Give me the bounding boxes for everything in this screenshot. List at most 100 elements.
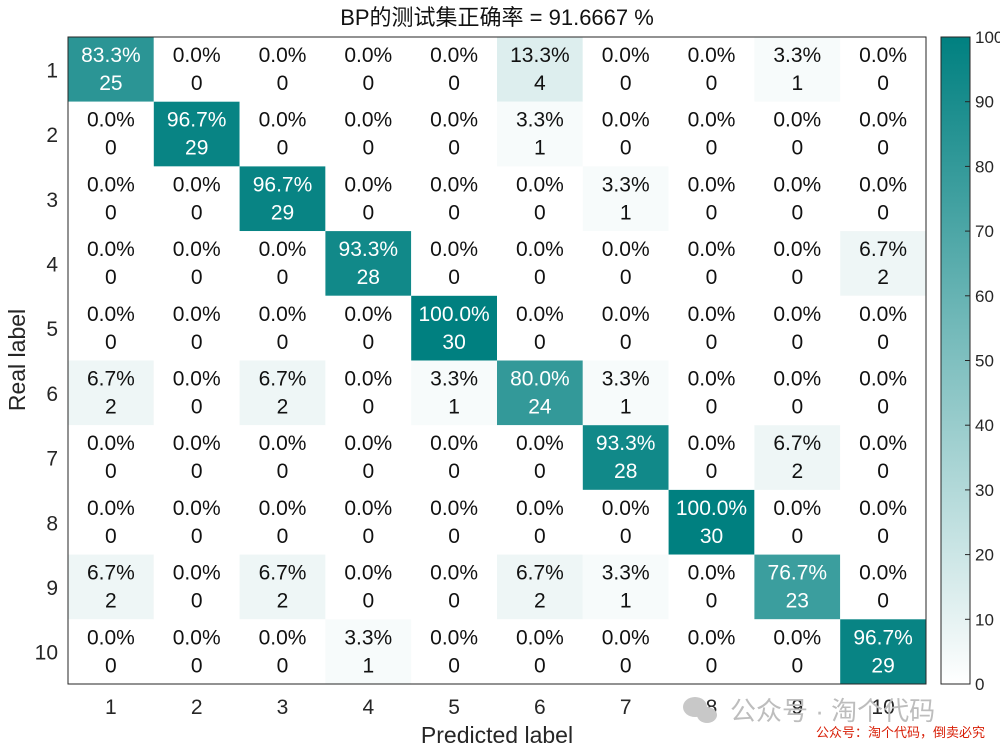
heatmap-cell (239, 619, 326, 684)
heatmap-cell (411, 231, 497, 296)
cell-count-label: 0 (362, 201, 374, 224)
heatmap-cell (668, 295, 755, 361)
cell-percent-label: 0.0% (430, 626, 478, 649)
heatmap-cell (582, 37, 669, 102)
heatmap-cell (325, 295, 412, 361)
x-tick-label: 9 (791, 696, 803, 719)
heatmap-cell (668, 101, 755, 167)
heatmap-cell (239, 166, 326, 232)
heatmap-cell (239, 425, 326, 490)
cell-count-label: 0 (620, 654, 632, 677)
cell-percent-label: 0.0% (259, 238, 307, 261)
cell-count-label: 1 (791, 72, 803, 95)
heatmap-cell (668, 554, 755, 620)
cell-percent-label: 0.0% (173, 626, 221, 649)
heatmap-cell (668, 166, 755, 232)
heatmap-cell (239, 360, 326, 426)
heatmap-cell (68, 231, 154, 296)
cell-percent-label: 0.0% (516, 432, 564, 455)
cell-percent-label: 0.0% (87, 238, 135, 261)
cell-count-label: 0 (534, 201, 546, 224)
cell-percent-label: 6.7% (259, 562, 307, 585)
cell-percent-label: 0.0% (430, 432, 478, 455)
cell-count-label: 25 (99, 72, 122, 95)
x-tick-label: 3 (277, 696, 289, 719)
heatmap-cell (411, 489, 497, 555)
cell-percent-label: 0.0% (688, 44, 736, 67)
heatmap-cell (840, 295, 926, 361)
cell-count-label: 0 (706, 460, 718, 483)
cell-percent-label: 0.0% (516, 238, 564, 261)
heatmap-cell (68, 37, 154, 102)
heatmap-cell (497, 619, 583, 684)
cell-count-label: 0 (448, 137, 460, 160)
x-tick-label: 2 (191, 696, 203, 719)
x-tick-labels: 1 2 3 4 5 6 7 8 9 10 (105, 696, 895, 719)
cell-percent-label: 0.0% (773, 109, 821, 132)
x-tick-label: 8 (706, 696, 718, 719)
cell-percent-label: 0.0% (859, 303, 907, 326)
heatmap-cell (325, 360, 412, 426)
cell-percent-label: 96.7% (853, 626, 913, 649)
cell-count-label: 0 (448, 590, 460, 613)
heatmap-cell (497, 37, 583, 102)
watermark-main-text: 公众号 · 淘个代码 (730, 696, 935, 726)
heatmap-cell (582, 101, 669, 167)
cell-percent-label: 3.3% (344, 626, 392, 649)
cell-count-label: 0 (706, 396, 718, 419)
cell-percent-label: 0.0% (259, 497, 307, 520)
heatmap-cell (754, 554, 841, 620)
cell-count-label: 0 (105, 331, 117, 354)
cell-percent-label: 3.3% (430, 368, 478, 391)
cell-count-label: 0 (362, 331, 374, 354)
heatmap-cell (754, 489, 841, 555)
cell-percent-label: 6.7% (87, 562, 135, 585)
colorbar-tick-label: 90 (975, 93, 994, 112)
cell-count-label: 0 (362, 72, 374, 95)
cell-percent-label: 0.0% (688, 303, 736, 326)
y-tick-label: 5 (46, 318, 58, 341)
heatmap-cell (153, 619, 240, 684)
chart-title: BP的测试集正确率 = 91.6667 % (340, 5, 654, 30)
heatmap-cell (582, 425, 669, 490)
heatmap-cell (325, 231, 412, 296)
cell-percent-label: 0.0% (516, 173, 564, 196)
cell-count-label: 0 (791, 331, 803, 354)
cell-percent-label: 0.0% (87, 173, 135, 196)
heatmap-cell (153, 295, 240, 361)
cell-percent-label: 0.0% (344, 562, 392, 585)
heatmap-cell (840, 489, 926, 555)
heatmap-cell (68, 619, 154, 684)
colorbar-ticks: 0 10 20 30 40 50 60 70 80 90 100 (965, 28, 1000, 694)
heatmap-cell (153, 37, 240, 102)
cell-count-label: 0 (362, 525, 374, 548)
cell-count-label: 0 (362, 396, 374, 419)
x-tick-label: 6 (534, 696, 546, 719)
cell-count-label: 0 (706, 72, 718, 95)
x-tick-label: 1 (105, 696, 117, 719)
cell-count-label: 0 (362, 137, 374, 160)
cell-percent-label: 0.0% (173, 368, 221, 391)
heatmap-cell (840, 37, 926, 102)
cell-percent-label: 0.0% (516, 303, 564, 326)
cell-percent-label: 100.0% (676, 497, 747, 520)
heatmap-cell (325, 489, 412, 555)
heatmap-cell (325, 554, 412, 620)
heatmap-cell (68, 101, 154, 167)
y-tick-label: 3 (46, 189, 58, 212)
cell-count-label: 0 (448, 201, 460, 224)
cell-percent-label: 0.0% (688, 626, 736, 649)
heatmap-cell (840, 554, 926, 620)
cell-percent-label: 0.0% (688, 173, 736, 196)
cell-count-label: 0 (191, 201, 203, 224)
colorbar-tick-label: 20 (975, 546, 994, 565)
heatmap-cell (840, 231, 926, 296)
cell-count-label: 2 (105, 590, 117, 613)
heatmap-cell (840, 619, 926, 684)
cell-percent-label: 0.0% (259, 626, 307, 649)
cell-count-label: 0 (877, 72, 889, 95)
cell-percent-label: 0.0% (602, 497, 650, 520)
colorbar-tick-label: 30 (975, 481, 994, 500)
cell-count-label: 0 (791, 654, 803, 677)
heatmap-cell (153, 166, 240, 232)
